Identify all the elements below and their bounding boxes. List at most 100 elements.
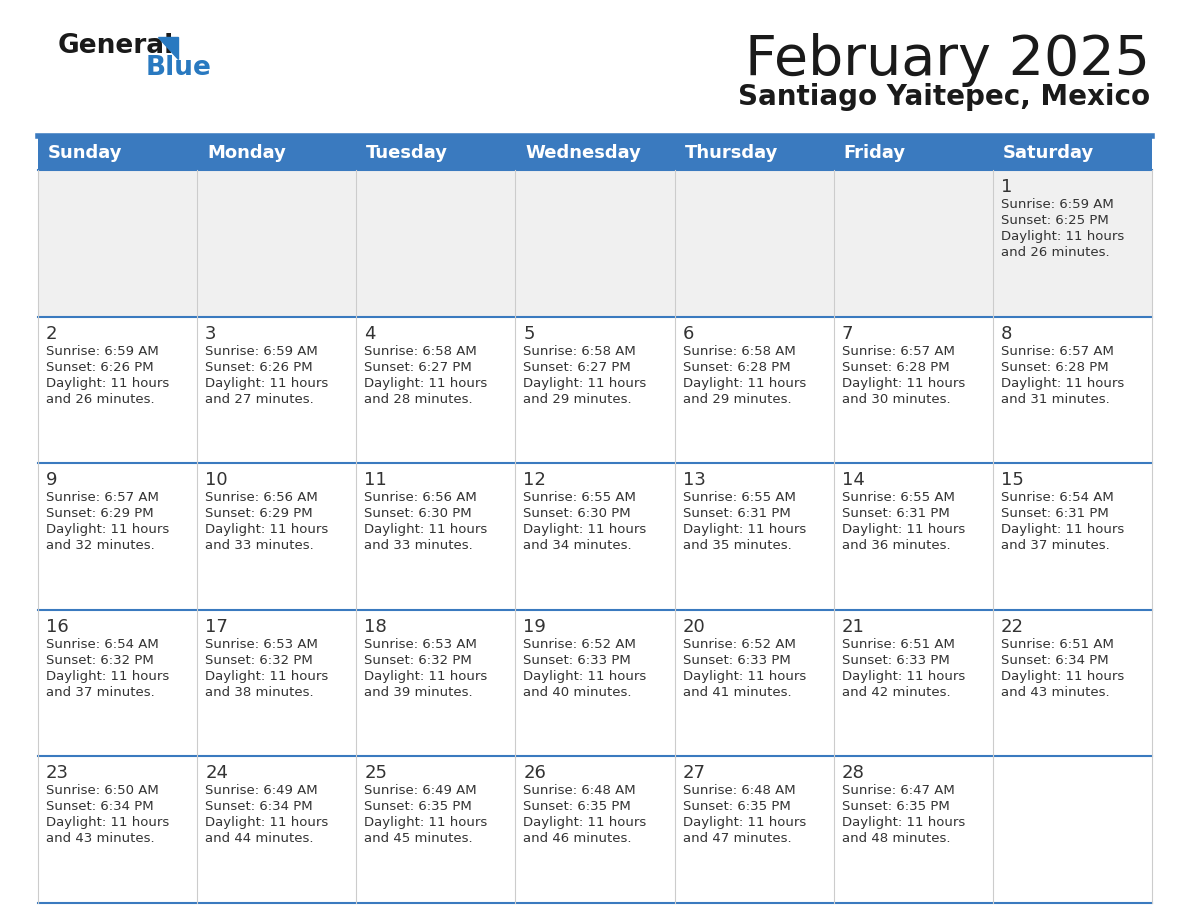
Text: and 30 minutes.: and 30 minutes. [842, 393, 950, 406]
Text: Daylight: 11 hours: Daylight: 11 hours [46, 670, 169, 683]
Text: Sunrise: 6:52 AM: Sunrise: 6:52 AM [524, 638, 637, 651]
Text: Daylight: 11 hours: Daylight: 11 hours [1000, 670, 1124, 683]
Text: 15: 15 [1000, 471, 1024, 489]
Text: Sunrise: 6:47 AM: Sunrise: 6:47 AM [842, 784, 954, 798]
Text: Daylight: 11 hours: Daylight: 11 hours [683, 523, 805, 536]
Text: Sunrise: 6:57 AM: Sunrise: 6:57 AM [46, 491, 159, 504]
Text: Sunset: 6:32 PM: Sunset: 6:32 PM [365, 654, 472, 666]
Text: Daylight: 11 hours: Daylight: 11 hours [1000, 523, 1124, 536]
Text: 27: 27 [683, 765, 706, 782]
Text: and 46 minutes.: and 46 minutes. [524, 833, 632, 845]
Text: Sunrise: 6:51 AM: Sunrise: 6:51 AM [1000, 638, 1113, 651]
Text: Daylight: 11 hours: Daylight: 11 hours [842, 670, 965, 683]
Text: Sunset: 6:34 PM: Sunset: 6:34 PM [1000, 654, 1108, 666]
Text: and 37 minutes.: and 37 minutes. [46, 686, 154, 699]
Text: Sunrise: 6:56 AM: Sunrise: 6:56 AM [365, 491, 478, 504]
Polygon shape [158, 37, 178, 59]
Text: Sunset: 6:29 PM: Sunset: 6:29 PM [46, 508, 153, 521]
Text: 26: 26 [524, 765, 546, 782]
Text: 14: 14 [842, 471, 865, 489]
Text: Daylight: 11 hours: Daylight: 11 hours [842, 376, 965, 389]
Text: 11: 11 [365, 471, 387, 489]
Text: February 2025: February 2025 [745, 33, 1150, 87]
Text: Daylight: 11 hours: Daylight: 11 hours [365, 670, 487, 683]
Bar [38, 317, 1152, 464]
Text: Sunrise: 6:54 AM: Sunrise: 6:54 AM [1000, 491, 1113, 504]
Text: and 29 minutes.: and 29 minutes. [683, 393, 791, 406]
Text: 25: 25 [365, 765, 387, 782]
Text: Sunrise: 6:57 AM: Sunrise: 6:57 AM [842, 344, 955, 358]
Text: Sunset: 6:26 PM: Sunset: 6:26 PM [206, 361, 312, 374]
Text: Sunrise: 6:59 AM: Sunrise: 6:59 AM [46, 344, 159, 358]
Bar [38, 756, 1152, 903]
Text: and 26 minutes.: and 26 minutes. [46, 393, 154, 406]
Text: Sunset: 6:35 PM: Sunset: 6:35 PM [524, 800, 631, 813]
Text: Daylight: 11 hours: Daylight: 11 hours [683, 816, 805, 829]
Text: Daylight: 11 hours: Daylight: 11 hours [1000, 376, 1124, 389]
Text: 13: 13 [683, 471, 706, 489]
Text: 17: 17 [206, 618, 228, 636]
Text: Sunset: 6:33 PM: Sunset: 6:33 PM [524, 654, 631, 666]
Text: 2: 2 [46, 325, 57, 342]
Text: Sunset: 6:28 PM: Sunset: 6:28 PM [842, 361, 949, 374]
Text: and 28 minutes.: and 28 minutes. [365, 393, 473, 406]
Text: Daylight: 11 hours: Daylight: 11 hours [46, 816, 169, 829]
Text: 24: 24 [206, 765, 228, 782]
Text: Sunrise: 6:55 AM: Sunrise: 6:55 AM [683, 491, 796, 504]
Text: and 44 minutes.: and 44 minutes. [206, 833, 314, 845]
Text: 5: 5 [524, 325, 535, 342]
Text: and 33 minutes.: and 33 minutes. [206, 539, 314, 553]
Text: 28: 28 [842, 765, 865, 782]
Text: General: General [58, 33, 175, 59]
Text: Daylight: 11 hours: Daylight: 11 hours [842, 523, 965, 536]
Text: and 40 minutes.: and 40 minutes. [524, 686, 632, 699]
Text: 20: 20 [683, 618, 706, 636]
Text: Sunset: 6:32 PM: Sunset: 6:32 PM [206, 654, 312, 666]
Text: Daylight: 11 hours: Daylight: 11 hours [206, 816, 328, 829]
Text: and 38 minutes.: and 38 minutes. [206, 686, 314, 699]
Text: and 42 minutes.: and 42 minutes. [842, 686, 950, 699]
Text: Sunset: 6:27 PM: Sunset: 6:27 PM [365, 361, 472, 374]
Text: Sunrise: 6:51 AM: Sunrise: 6:51 AM [842, 638, 955, 651]
Text: Friday: Friday [843, 144, 905, 162]
Text: 21: 21 [842, 618, 865, 636]
Text: and 36 minutes.: and 36 minutes. [842, 539, 950, 553]
Text: Sunset: 6:28 PM: Sunset: 6:28 PM [683, 361, 790, 374]
Text: Sunset: 6:31 PM: Sunset: 6:31 PM [842, 508, 949, 521]
Text: Thursday: Thursday [684, 144, 778, 162]
Text: Sunset: 6:31 PM: Sunset: 6:31 PM [1000, 508, 1108, 521]
Text: Sunset: 6:34 PM: Sunset: 6:34 PM [206, 800, 312, 813]
Text: Monday: Monday [207, 144, 286, 162]
Text: Santiago Yaitepec, Mexico: Santiago Yaitepec, Mexico [738, 83, 1150, 111]
Text: 9: 9 [46, 471, 57, 489]
Text: Blue: Blue [146, 55, 211, 81]
Text: Daylight: 11 hours: Daylight: 11 hours [46, 523, 169, 536]
Text: and 39 minutes.: and 39 minutes. [365, 686, 473, 699]
Text: 12: 12 [524, 471, 546, 489]
Text: 8: 8 [1000, 325, 1012, 342]
Text: Sunrise: 6:58 AM: Sunrise: 6:58 AM [683, 344, 795, 358]
Text: Sunset: 6:32 PM: Sunset: 6:32 PM [46, 654, 153, 666]
Bar [38, 610, 1152, 756]
Text: and 31 minutes.: and 31 minutes. [1000, 393, 1110, 406]
Text: Sunrise: 6:49 AM: Sunrise: 6:49 AM [206, 784, 317, 798]
Text: Daylight: 11 hours: Daylight: 11 hours [365, 816, 487, 829]
Text: Sunset: 6:30 PM: Sunset: 6:30 PM [524, 508, 631, 521]
Text: Sunrise: 6:56 AM: Sunrise: 6:56 AM [206, 491, 318, 504]
Text: 16: 16 [46, 618, 69, 636]
Text: Sunset: 6:30 PM: Sunset: 6:30 PM [365, 508, 472, 521]
Text: Sunrise: 6:53 AM: Sunrise: 6:53 AM [206, 638, 318, 651]
Text: Sunrise: 6:59 AM: Sunrise: 6:59 AM [206, 344, 318, 358]
Bar [38, 464, 1152, 610]
Text: and 41 minutes.: and 41 minutes. [683, 686, 791, 699]
Text: and 43 minutes.: and 43 minutes. [46, 833, 154, 845]
Text: and 45 minutes.: and 45 minutes. [365, 833, 473, 845]
Text: 22: 22 [1000, 618, 1024, 636]
Text: 6: 6 [683, 325, 694, 342]
Text: Sunset: 6:27 PM: Sunset: 6:27 PM [524, 361, 631, 374]
Text: and 27 minutes.: and 27 minutes. [206, 393, 314, 406]
Text: Tuesday: Tuesday [366, 144, 448, 162]
Text: 4: 4 [365, 325, 375, 342]
Text: Daylight: 11 hours: Daylight: 11 hours [842, 816, 965, 829]
Text: Daylight: 11 hours: Daylight: 11 hours [683, 670, 805, 683]
